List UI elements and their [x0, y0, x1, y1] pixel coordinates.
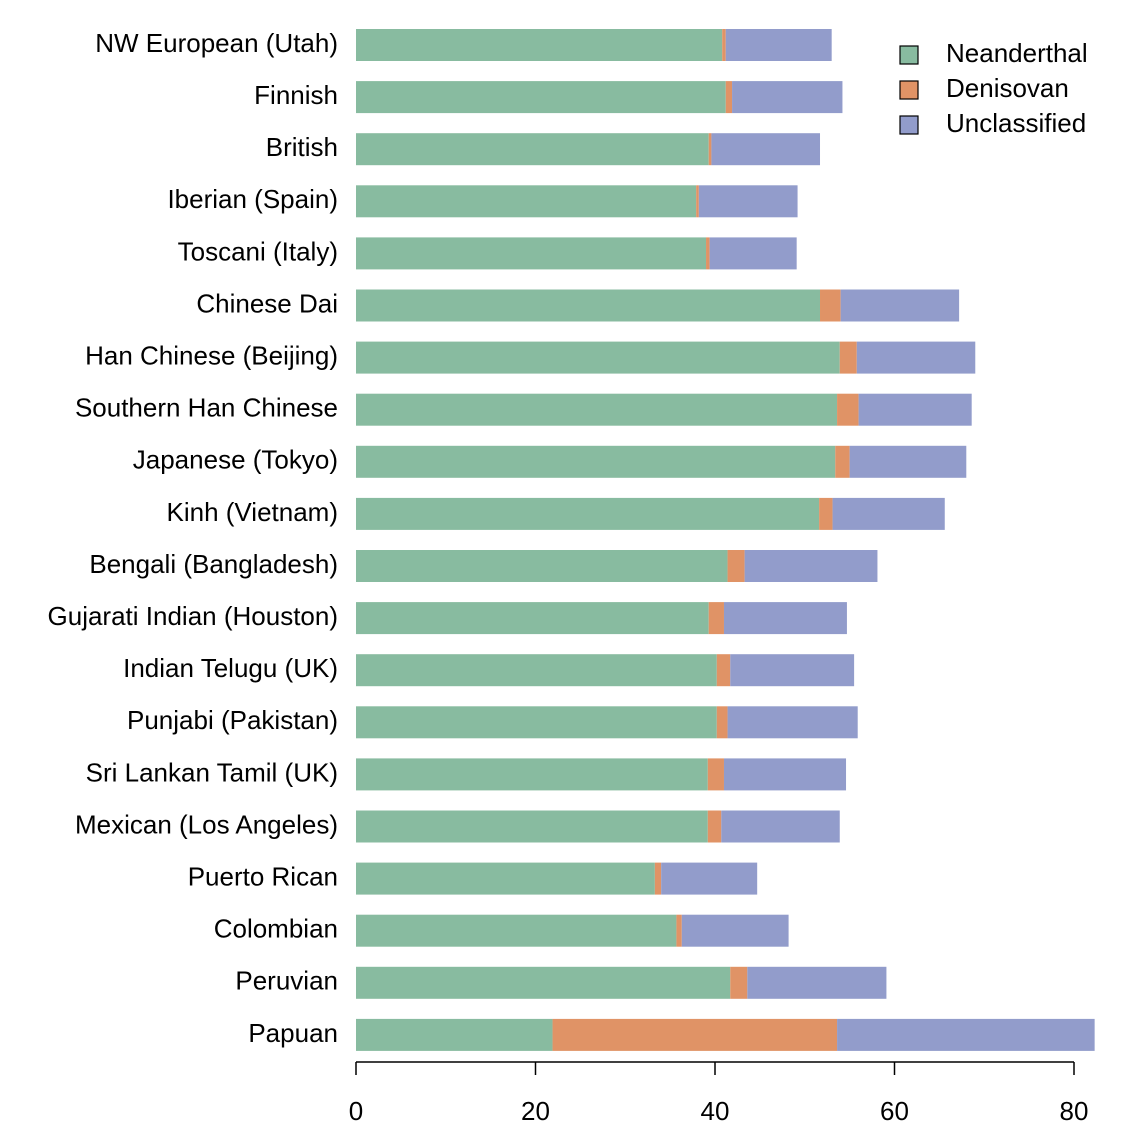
x-tick-label: 80 — [1060, 1096, 1089, 1126]
bar-segment — [725, 29, 832, 61]
bar-segment — [356, 810, 708, 843]
y-tick-label: Sri Lankan Tamil (UK) — [86, 757, 338, 787]
bar-segment — [661, 862, 758, 895]
bar-segment — [356, 29, 723, 61]
bar-segment — [707, 758, 724, 791]
y-tick-label: Colombian — [214, 914, 338, 944]
bar-segment — [356, 497, 820, 530]
y-tick-label: Papuan — [248, 1018, 338, 1048]
bar-segment — [707, 810, 722, 843]
y-tick-label: NW European (Utah) — [95, 28, 338, 58]
bar-segment — [654, 862, 662, 895]
y-tick-label: Southern Han Chinese — [75, 393, 338, 423]
y-tick-label: Gujarati Indian (Houston) — [48, 601, 338, 631]
bar-segment — [681, 914, 789, 947]
bar-segment — [727, 706, 858, 739]
bar-segment — [356, 706, 717, 739]
legend-label: Unclassified — [946, 108, 1086, 138]
y-tick-label: Toscani (Italy) — [178, 236, 338, 266]
y-tick-label: Kinh (Vietnam) — [167, 497, 339, 527]
bar-segment — [356, 393, 838, 426]
bar-segment — [837, 1018, 1095, 1051]
bar-segment — [730, 966, 748, 999]
bar-segment — [356, 133, 709, 166]
bar-segment — [356, 966, 731, 999]
x-tick-label: 0 — [349, 1096, 363, 1126]
bar-segment — [356, 289, 821, 322]
bar-segment — [723, 602, 847, 635]
bar-segment — [840, 289, 960, 322]
y-tick-label: Chinese Dai — [196, 288, 338, 318]
bar-segment — [820, 289, 841, 322]
bar-segment — [356, 185, 697, 218]
bar-segment — [708, 602, 724, 635]
legend-swatch — [899, 45, 919, 65]
bar-segment — [849, 445, 967, 478]
bar-segment — [727, 550, 745, 582]
x-tick-label: 20 — [521, 1096, 550, 1126]
bar-segment — [716, 706, 728, 739]
bar-segment — [709, 237, 797, 270]
bar-segment — [730, 654, 855, 687]
bar-segment — [356, 654, 717, 687]
bar-segment — [837, 393, 859, 426]
y-tick-label: Peruvian — [235, 966, 338, 996]
bar-segment — [732, 81, 843, 114]
bar-segment — [711, 133, 821, 166]
bar-segment — [696, 185, 699, 218]
y-tick-label: Punjabi (Pakistan) — [127, 705, 338, 735]
bar-segment — [356, 550, 728, 582]
bar-segment — [356, 81, 726, 114]
bar-segment — [722, 29, 726, 61]
y-tick-label: Finnish — [254, 80, 338, 110]
bar-segment — [839, 341, 857, 374]
bar-segment — [676, 914, 682, 947]
bar-segment — [744, 550, 878, 582]
bar-segment — [747, 966, 887, 999]
bar-segment — [832, 497, 945, 530]
legend-swatch — [899, 115, 919, 135]
x-tick-label: 60 — [880, 1096, 909, 1126]
y-tick-label: Iberian (Spain) — [167, 184, 338, 214]
bar-segment — [356, 341, 840, 374]
legend-label: Neanderthal — [946, 38, 1088, 68]
bar-segment — [698, 185, 798, 218]
bar-segment — [858, 393, 972, 426]
y-tick-label: Puerto Rican — [188, 861, 338, 891]
bar-segment — [819, 497, 833, 530]
bar-segment — [706, 237, 710, 270]
bar-segment — [356, 862, 655, 895]
bar-segment — [723, 758, 847, 791]
y-tick-label: Indian Telugu (UK) — [123, 653, 338, 683]
bar-segment — [356, 1018, 553, 1051]
bar-segment — [716, 654, 731, 687]
y-tick-label: Han Chinese (Beijing) — [85, 340, 338, 370]
y-tick-label: British — [266, 132, 338, 162]
legend-label: Denisovan — [946, 73, 1069, 103]
bar-segment — [708, 133, 712, 166]
bar-segment — [356, 914, 677, 947]
legend-swatch — [899, 80, 919, 100]
bar-segment — [356, 237, 707, 270]
bar-segment — [552, 1018, 838, 1051]
bar-segment — [725, 81, 733, 114]
bar-segment — [721, 810, 840, 843]
bar-segment — [835, 445, 850, 478]
bar-segment — [856, 341, 976, 374]
bar-segment — [356, 445, 836, 478]
bar-segment — [356, 758, 708, 791]
y-tick-label: Japanese (Tokyo) — [133, 445, 338, 475]
bar-segment — [356, 602, 709, 635]
y-tick-label: Bengali (Bangladesh) — [89, 549, 338, 579]
y-tick-label: Mexican (Los Angeles) — [75, 809, 338, 839]
x-tick-label: 40 — [701, 1096, 730, 1126]
